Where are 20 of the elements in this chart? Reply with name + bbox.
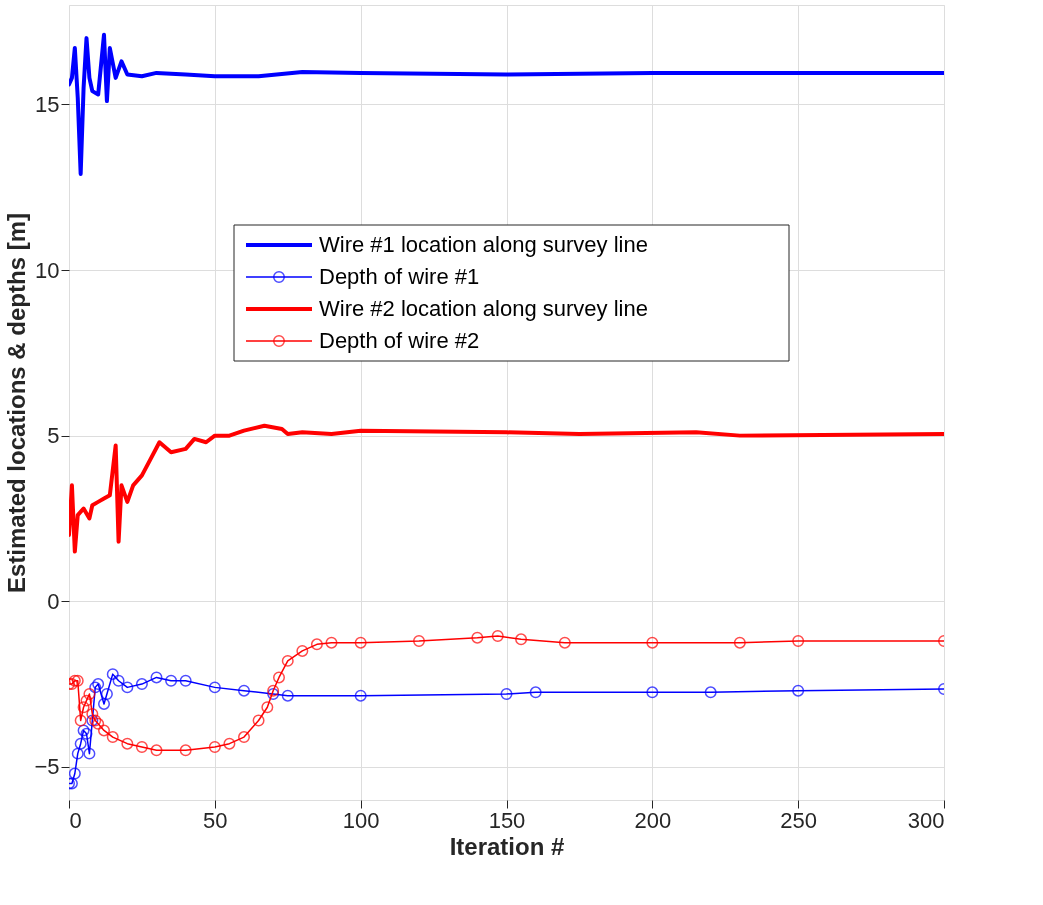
x-tick-label: 250 bbox=[780, 807, 818, 833]
y-tick-label: 0 bbox=[47, 588, 60, 614]
y-tick-label: 10 bbox=[35, 257, 60, 283]
x-axis-title: Iteration # bbox=[449, 832, 565, 860]
line-series bbox=[69, 423, 944, 554]
x-tick-label: 150 bbox=[488, 807, 526, 833]
x-tick-label: 100 bbox=[342, 807, 380, 833]
y-axis-title: Estimated locations & depths [m] bbox=[3, 212, 31, 594]
line-series bbox=[69, 32, 944, 176]
legend-label: Depth of wire #1 bbox=[319, 264, 480, 289]
x-tick-label: 200 bbox=[634, 807, 672, 833]
legend-label: Wire #1 location along survey line bbox=[319, 232, 648, 257]
x-tick-label: 300 bbox=[907, 807, 945, 833]
y-tick-label: 15 bbox=[35, 91, 60, 117]
legend-label: Depth of wire #2 bbox=[319, 328, 480, 353]
y-tick-label: −5 bbox=[34, 754, 60, 780]
x-tick-label: 0 bbox=[69, 807, 82, 833]
legend-label: Wire #2 location along survey line bbox=[319, 296, 648, 321]
y-tick-label: 5 bbox=[47, 423, 60, 449]
x-tick-label: 50 bbox=[203, 807, 228, 833]
